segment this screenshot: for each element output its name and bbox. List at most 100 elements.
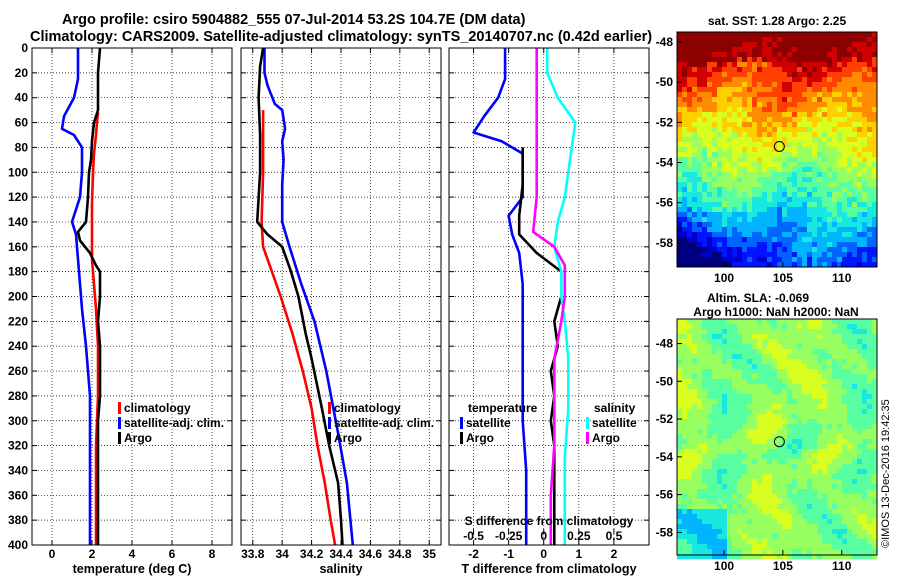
heatmap-cell	[687, 172, 693, 178]
heatmap-cell	[717, 319, 723, 325]
heatmap-cell	[837, 47, 843, 53]
heatmap-cell	[822, 489, 828, 495]
heatmap-cell	[757, 419, 763, 425]
heatmap-cell	[792, 187, 798, 193]
heatmap-cell	[747, 429, 753, 435]
heatmap-cell	[782, 127, 788, 133]
heatmap-cell	[857, 137, 863, 143]
heatmap-cell	[707, 192, 713, 198]
heatmap-cell	[832, 429, 838, 435]
heatmap-cell	[797, 369, 803, 375]
heatmap-cell	[737, 87, 743, 93]
heatmap-cell	[752, 167, 758, 173]
heatmap-cell	[772, 539, 778, 545]
map-y-tick-label: -52	[656, 412, 674, 426]
heatmap-cell	[762, 344, 768, 350]
heatmap-cell	[812, 102, 818, 108]
heatmap-cell	[722, 414, 728, 420]
heatmap-cell	[697, 369, 703, 375]
heatmap-cell	[837, 77, 843, 83]
heatmap-cell	[862, 539, 868, 545]
heatmap-cell	[747, 324, 753, 330]
heatmap-cell	[717, 177, 723, 183]
heatmap-cell	[737, 242, 743, 248]
heatmap-cell	[842, 424, 848, 430]
heatmap-cell	[827, 102, 833, 108]
heatmap-cell	[817, 489, 823, 495]
heatmap-cell	[707, 364, 713, 370]
heatmap-cell	[782, 57, 788, 63]
heatmap-cell	[822, 177, 828, 183]
heatmap-cell	[812, 369, 818, 375]
heatmap-cell	[802, 182, 808, 188]
heatmap-cell	[857, 207, 863, 213]
heatmap-cell	[677, 374, 683, 380]
heatmap-cell	[817, 534, 823, 540]
heatmap-cell	[832, 449, 838, 455]
heatmap-cell	[737, 499, 743, 505]
heatmap-cell	[722, 137, 728, 143]
heatmap-cell	[732, 409, 738, 415]
heatmap-cell	[852, 429, 858, 435]
heatmap-cell	[747, 157, 753, 163]
heatmap-cell	[807, 319, 813, 325]
heatmap-cell	[712, 217, 718, 223]
heatmap-cell	[832, 32, 838, 38]
heatmap-cell	[802, 122, 808, 128]
heatmap-cell	[802, 52, 808, 58]
heatmap-cell	[692, 499, 698, 505]
heatmap-cell	[817, 147, 823, 153]
heatmap-cell	[822, 102, 828, 108]
heatmap-cell	[687, 177, 693, 183]
heatmap-cell	[697, 404, 703, 410]
heatmap-cell	[732, 414, 738, 420]
heatmap-cell	[817, 369, 823, 375]
heatmap-cell	[692, 167, 698, 173]
heatmap-cell	[787, 554, 793, 560]
heatmap-cell	[857, 409, 863, 415]
heatmap-cell	[787, 167, 793, 173]
heatmap-cell	[802, 509, 808, 515]
heatmap-cell	[842, 554, 848, 560]
heatmap-cell	[857, 32, 863, 38]
heatmap-cell	[757, 222, 763, 228]
heatmap-cell	[827, 122, 833, 128]
heatmap-cell	[782, 252, 788, 258]
heatmap-cell	[707, 494, 713, 500]
heatmap-cell	[842, 167, 848, 173]
heatmap-cell	[792, 207, 798, 213]
heatmap-cell	[832, 334, 838, 340]
heatmap-cell	[842, 329, 848, 335]
heatmap-cell	[867, 439, 873, 445]
heatmap-cell	[792, 107, 798, 113]
heatmap-cell	[782, 339, 788, 345]
heatmap-cell	[862, 227, 868, 233]
heatmap-cell	[767, 539, 773, 545]
heatmap-cell	[792, 127, 798, 133]
heatmap-cell	[747, 439, 753, 445]
heatmap-cell	[792, 359, 798, 365]
heatmap-cell	[772, 72, 778, 78]
heatmap-cell	[842, 47, 848, 53]
heatmap-cell	[842, 247, 848, 253]
heatmap-cell	[867, 399, 873, 405]
heatmap-cell	[862, 62, 868, 68]
heatmap-cell	[797, 524, 803, 530]
heatmap-cell	[867, 484, 873, 490]
heatmap-cell	[747, 394, 753, 400]
heatmap-cell	[827, 499, 833, 505]
heatmap-cell	[817, 107, 823, 113]
heatmap-cell	[752, 222, 758, 228]
heatmap-cell	[872, 514, 878, 520]
heatmap-cell	[727, 504, 733, 510]
heatmap-cell	[777, 162, 783, 168]
heatmap-cell	[817, 82, 823, 88]
heatmap-cell	[762, 379, 768, 385]
heatmap-cell	[697, 534, 703, 540]
heatmap-cell	[702, 262, 708, 268]
heatmap-cell	[747, 459, 753, 465]
heatmap-cell	[687, 142, 693, 148]
heatmap-cell	[752, 177, 758, 183]
heatmap-cell	[762, 374, 768, 380]
heatmap-cell	[837, 252, 843, 258]
